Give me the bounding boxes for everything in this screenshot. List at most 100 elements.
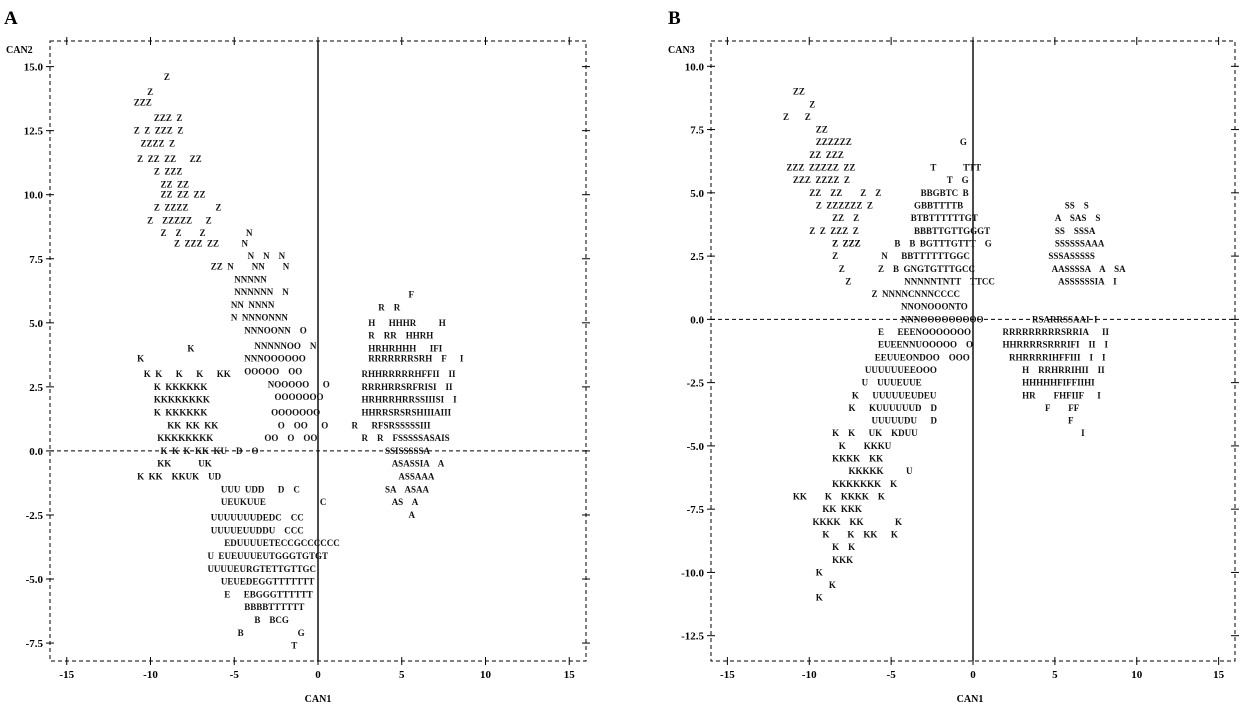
panel-a-point-row: KKKKKKKK: [157, 433, 213, 443]
panel-a-point-row: EDUUUUETECCGCCCCCC: [224, 538, 340, 548]
panel-b-point-row: BBGBTC B: [921, 188, 969, 198]
panel-b-point-row: ZZZ ZZZZ Z: [793, 175, 850, 185]
panel-b-point-row: KKKK KK K: [813, 517, 903, 527]
panel-b-point-row: K KKKU: [839, 441, 892, 451]
panel-b-point-row: EEUUEONDOO OOO: [875, 352, 970, 362]
panel-b-xtick-label: 10: [1131, 669, 1143, 681]
panel-a-ytick-label: 2.5: [29, 382, 43, 394]
panel-b-point-row: AASSSSA A SA: [1052, 264, 1127, 274]
panel-b-point-row: A SAS S: [1055, 213, 1101, 223]
panel-a-point-row: BBBBTTTTTT: [244, 602, 304, 612]
panel-a-point-row: UEUKUUE C: [221, 497, 327, 507]
panel-a-ytick-label: -7.5: [26, 638, 44, 650]
panel-a-point-row: ZZZ: [134, 97, 152, 107]
panel-b-reference-lines: [711, 41, 1235, 661]
panel-a-point-row: NNNNNN N: [234, 287, 289, 297]
panel-a-point-row: KK KK KK: [167, 420, 218, 430]
panel-b-point-row: ZZ: [793, 87, 805, 97]
panel-b-point-row: ZZ: [816, 125, 828, 135]
panel-b-point-row: HHRRRRSRRRIFI II I: [1002, 340, 1108, 350]
panel-b-xtick-label: 0: [970, 669, 976, 681]
panel-a-ytick-label: 5.0: [29, 318, 43, 330]
panel-a-point-row: U EUEUUUEUTGGGTGTGT: [207, 551, 328, 561]
panel-a-point-row: O OO O: [278, 420, 329, 430]
panel-a-point-row: OO O OO: [264, 433, 317, 443]
panel-a-point-row: NNNOOOOOO: [244, 354, 306, 364]
panel-b-point-row: K K UK KDUU: [832, 428, 918, 438]
panel-a-point-row: UEUEDEGGTTTTTTT: [221, 577, 315, 587]
panel-b-point-row: BBBTTGTTGGGT: [914, 226, 990, 236]
panel-b-point-row: ZZ ZZZ: [809, 150, 844, 160]
panel-a-point-row: ZZ ZZ: [161, 179, 190, 189]
panel-a-point-row: N NNNONNN: [231, 313, 288, 323]
panel-a-point-row: R RR HHRH: [368, 331, 433, 341]
panel-b-point-row: RRRRRRRRRSRRIA II: [1002, 327, 1109, 337]
panel-a-point-row: Z ZZZZZ Z: [147, 215, 212, 225]
panel-a-point-row: K KK KKUK UD: [137, 472, 222, 482]
panel-a-xtick-label: -10: [143, 669, 158, 681]
panel-b-point-row: K UUUUUEUDEU: [852, 390, 937, 400]
panel-a-point-row: UUUUUUUDEDC CC: [211, 513, 304, 523]
panel-b-point-row: Z NNNNCNNNCCCC: [871, 289, 960, 299]
panel-b-label: B: [668, 8, 681, 29]
panel-b-point-row: RHRRRRIHFFIII I I: [1009, 352, 1106, 362]
panel-b-point-row: Z ZZZZZZ Z: [816, 200, 873, 210]
panel-a-ytick-label: -5.0: [26, 574, 44, 586]
panel-a: A CAN2 CAN1 -15 -10 -5 0 5 10 15 -7.5 -5.0 -2.5 0.…: [4, 8, 590, 705]
panel-a-ytick-label: 12.5: [24, 126, 44, 138]
panel-b-point-row: Z: [809, 99, 815, 109]
panel-a-ytick-label: 0.0: [29, 446, 43, 458]
panel-a-ytick-label: -2.5: [26, 510, 44, 522]
panel-b-point-row: HHHHHFIFFIIHI: [1022, 378, 1095, 388]
panel-b-point-row: K K KK K: [822, 529, 898, 539]
panel-a-point-row: RRRHRRSRFRISI II: [362, 382, 454, 392]
panel-a-point-row: Z Z Z N: [161, 228, 254, 238]
panel-b-ytick-label: -7.5: [687, 504, 705, 516]
panel-a-point-row: F: [408, 290, 414, 300]
panel-a-point-row: NOOOOO O: [268, 379, 330, 389]
panel-b-xlabel: CAN1: [957, 694, 984, 705]
panel-a-point-row: Z ZZ ZZ ZZ: [137, 154, 202, 164]
panel-a-point-row: HRHRHHH IFI: [368, 343, 443, 353]
panel-b-point-row: U UUUEUUE: [862, 378, 922, 388]
panel-b-point-row: EUEENNUOOOOO O: [878, 340, 973, 350]
panel-b-ytick-label: -12.5: [681, 631, 704, 643]
panel-b-point-row: SS SSSA: [1055, 226, 1096, 236]
panel-b-ytick-label: -5.0: [687, 441, 705, 453]
panel-b-ytick-label: -2.5: [687, 378, 705, 390]
panel-b-ytick-label: -10.0: [681, 567, 704, 579]
panel-b-ytick-label: 7.5: [690, 125, 704, 137]
panel-a-point-row: K K K KK KU D O: [161, 446, 259, 456]
panel-b-point-row: I: [1081, 428, 1085, 438]
panel-b-point-row: RSARRSSAAI I: [1032, 314, 1098, 324]
panel-b-xtick-label: -5: [887, 669, 897, 681]
panel-a-point-row: HRHRRHRRSSIIISI I: [362, 395, 458, 405]
panel-a-point-row: ASSAAA: [398, 472, 435, 482]
panel-a-xtick-label: 15: [564, 669, 576, 681]
panel-b-point-row: T TTT: [930, 163, 981, 173]
panel-b-point-row: ZZZ ZZZZZ ZZ: [786, 163, 855, 173]
panel-b-point-row: K: [816, 593, 823, 603]
panel-b-point-row: NNNNNTNTT TTCC: [904, 276, 995, 286]
panel-a-point-row: K: [137, 354, 144, 364]
panel-a-point-row: RRRRRRRSRH F I: [368, 354, 464, 364]
panel-a-xtick-label: 0: [315, 669, 321, 681]
panel-b-point-row: SSSSSSAAA: [1055, 238, 1105, 248]
panel-b-xtick-label: 15: [1213, 669, 1225, 681]
panel-a-point-row: UUUUEUUDDU CCC: [211, 525, 304, 535]
panel-a-ytick-label: 10.0: [24, 190, 44, 202]
panel-a-xtick-label: 5: [399, 669, 405, 681]
panel-b-point-row: E EEENOOOOOOO: [878, 327, 971, 337]
panel-a-xlabel: CAN1: [305, 694, 332, 705]
panel-a-point-row: Z Z ZZZ Z: [134, 126, 184, 136]
panel-b-point-row: Z ZZZ: [832, 238, 861, 248]
panel-a-point-row: N N N: [248, 251, 286, 261]
panel-a-point-row: SA ASAA: [385, 484, 430, 494]
panel-b-point-row: UUUUUDU D: [871, 416, 937, 426]
panel-b-point-row: K: [816, 567, 823, 577]
panel-b-point-row: KKKK KK: [832, 454, 883, 464]
panel-a-point-row: ZZZ Z: [154, 113, 183, 123]
